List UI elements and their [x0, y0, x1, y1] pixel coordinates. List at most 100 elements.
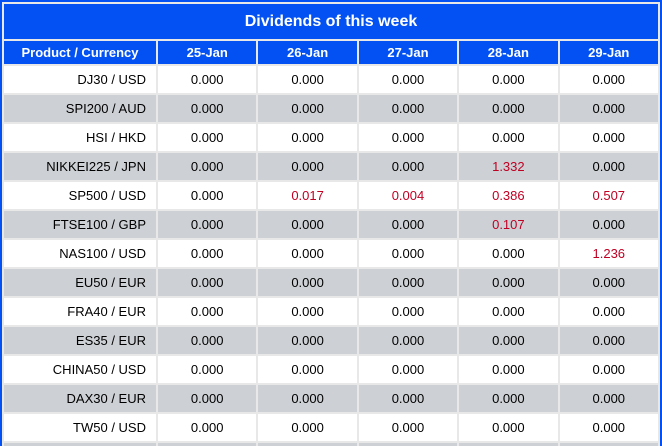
product-cell: DJ30 / USD	[4, 66, 156, 93]
product-cell: SPI200 / AUD	[4, 95, 156, 122]
table-row: DJ30 / USD 0.000 0.000 0.000 0.000 0.000	[4, 66, 658, 93]
dividend-value-cell: 0.000	[459, 240, 558, 267]
column-header-date: 28-Jan	[459, 41, 558, 64]
product-cell: NAS100 / USD	[4, 240, 156, 267]
table-row: EU50 / EUR 0.000 0.000 0.000 0.000 0.000	[4, 269, 658, 296]
table-row: FTSE100 / GBP 0.000 0.000 0.000 0.107 0.000	[4, 211, 658, 238]
table-row: SPI200 / AUD 0.000 0.000 0.000 0.000 0.000	[4, 95, 658, 122]
product-cell: ES35 / EUR	[4, 327, 156, 354]
dividend-value-cell: 0.000	[358, 414, 458, 441]
dividend-value-cell: 0.107	[459, 211, 558, 238]
dividend-value-cell: 0.000	[258, 240, 357, 267]
table-row: SP500 / USD 0.000 0.017 0.004 0.386 0.507	[4, 182, 658, 209]
table-title: Dividends of this week	[4, 4, 658, 39]
dividend-value-cell: 0.000	[559, 385, 658, 412]
product-cell: FTSE100 / GBP	[4, 211, 156, 238]
dividend-value-cell: 0.000	[559, 95, 658, 122]
dividend-value-cell: 0.507	[559, 182, 658, 209]
dividend-value-cell: 0.000	[258, 95, 357, 122]
dividend-value-cell: 0.000	[459, 385, 558, 412]
column-header-date: 26-Jan	[258, 41, 357, 64]
dividend-value-cell: 0.000	[358, 153, 458, 180]
dividend-value-cell: 0.000	[158, 269, 257, 296]
dividend-value-cell: 0.004	[358, 182, 458, 209]
product-cell: US2000 / USD	[4, 443, 156, 446]
dividend-value-cell: 0.000	[559, 153, 658, 180]
product-cell: DAX30 / EUR	[4, 385, 156, 412]
title-row: Dividends of this week	[4, 4, 658, 39]
dividend-value-cell: 0.000	[158, 153, 257, 180]
dividend-value-cell: 0.000	[358, 356, 458, 383]
dividend-value-cell: 0.000	[459, 414, 558, 441]
column-header-product: Product / Currency	[4, 41, 156, 64]
dividend-value-cell: 0.000	[158, 327, 257, 354]
product-cell: FRA40 / EUR	[4, 298, 156, 325]
dividend-value-cell: 0.000	[158, 95, 257, 122]
column-header-date: 25-Jan	[158, 41, 257, 64]
table-row: DAX30 / EUR 0.000 0.000 0.000 0.000 0.000	[4, 385, 658, 412]
dividend-value-cell: 0.000	[559, 66, 658, 93]
dividend-value-cell: 0.000	[158, 211, 257, 238]
dividend-value-cell: 0.000	[559, 269, 658, 296]
dividend-value-cell: 0.000	[358, 211, 458, 238]
dividend-value-cell: 0.000	[158, 356, 257, 383]
dividend-value-cell: 1.332	[459, 153, 558, 180]
table-row: NIKKEI225 / JPN 0.000 0.000 0.000 1.332 0.000	[4, 153, 658, 180]
dividend-value-cell: 0.000	[459, 269, 558, 296]
dividend-value-cell: 0.000	[459, 95, 558, 122]
dividend-value-cell: 0.000	[158, 66, 257, 93]
product-cell: EU50 / EUR	[4, 269, 156, 296]
dividend-value-cell: 0.000	[258, 385, 357, 412]
dividend-value-cell: 0.017	[258, 182, 357, 209]
dividend-value-cell: 0.000	[158, 240, 257, 267]
table-row: FRA40 / EUR 0.000 0.000 0.000 0.000 0.000	[4, 298, 658, 325]
dividend-value-cell: 0.011	[158, 443, 257, 446]
dividend-value-cell: 0.000	[559, 124, 658, 151]
dividend-value-cell: 0.000	[459, 327, 558, 354]
dividend-value-cell: 0.000	[158, 124, 257, 151]
header-row: Product / Currency 25-Jan 26-Jan 27-Jan 28-J…	[4, 41, 658, 64]
dividend-value-cell: 0.071	[559, 443, 658, 446]
dividend-value-cell: 0.000	[258, 124, 357, 151]
dividend-value-cell: 0.000	[158, 298, 257, 325]
dividend-value-cell: 0.000	[258, 153, 357, 180]
product-cell: CHINA50 / USD	[4, 356, 156, 383]
dividend-value-cell: 0.000	[559, 356, 658, 383]
dividend-value-cell: 0.000	[358, 269, 458, 296]
dividend-value-cell: 0.000	[358, 240, 458, 267]
table-row: HSI / HKD 0.000 0.000 0.000 0.000 0.000	[4, 124, 658, 151]
dividend-value-cell: 0.000	[559, 327, 658, 354]
dividend-value-cell: 0.000	[258, 211, 357, 238]
dividend-value-cell: 0.000	[258, 66, 357, 93]
table-row: CHINA50 / USD 0.000 0.000 0.000 0.000 0.000	[4, 356, 658, 383]
dividend-value-cell: 0.000	[258, 327, 357, 354]
dividend-value-cell: 0.000	[158, 182, 257, 209]
dividend-value-cell: 0.000	[459, 66, 558, 93]
dividend-value-cell: 0.000	[358, 443, 458, 446]
dividend-value-cell: 1.236	[559, 240, 658, 267]
table-row: TW50 / USD 0.000 0.000 0.000 0.000 0.000	[4, 414, 658, 441]
dividend-value-cell: 0.000	[559, 414, 658, 441]
column-header-date: 27-Jan	[358, 41, 458, 64]
column-header-date: 29-Jan	[559, 41, 658, 64]
dividend-value-cell: 0.000	[459, 298, 558, 325]
dividend-value-cell: 0.000	[358, 327, 458, 354]
dividend-value-cell: 0.000	[358, 385, 458, 412]
dividend-value-cell: 0.000	[358, 95, 458, 122]
dividend-value-cell: 0.000	[358, 66, 458, 93]
dividend-value-cell: 0.000	[158, 385, 257, 412]
dividend-value-cell: 0.000	[258, 269, 357, 296]
dividend-value-cell: 0.000	[258, 356, 357, 383]
dividend-value-cell: 0.083	[459, 443, 558, 446]
dividend-value-cell: 0.000	[258, 298, 357, 325]
product-cell: HSI / HKD	[4, 124, 156, 151]
dividend-value-cell: 0.000	[158, 414, 257, 441]
product-cell: SP500 / USD	[4, 182, 156, 209]
dividend-value-cell: 0.000	[258, 414, 357, 441]
dividend-value-cell: 0.000	[459, 124, 558, 151]
dividend-value-cell: 0.000	[459, 356, 558, 383]
dividend-value-cell: 0.000	[559, 298, 658, 325]
